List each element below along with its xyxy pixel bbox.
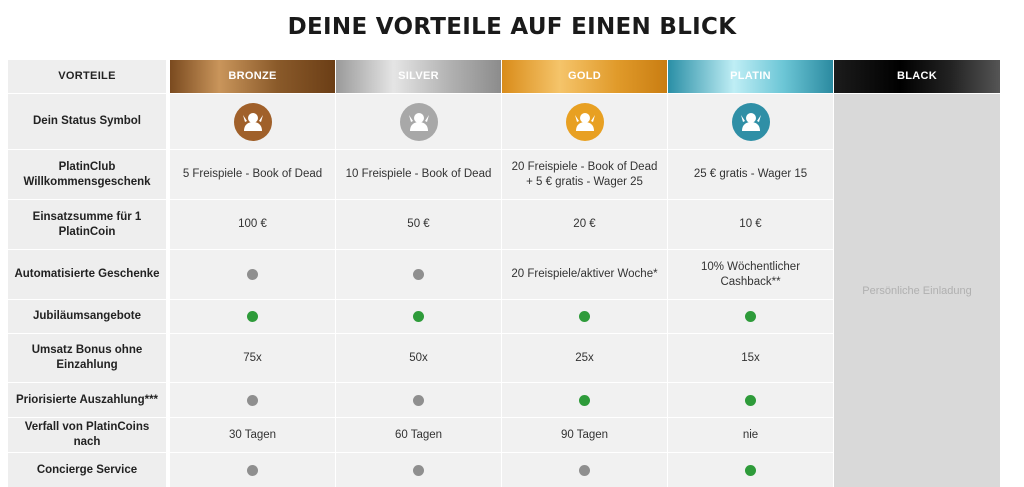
included-dot-icon <box>745 394 756 406</box>
header-vorteile: VORTEILE <box>8 60 170 93</box>
included-dot-icon <box>413 311 424 322</box>
included-dot-icon <box>579 311 590 322</box>
header-gold: GOLD <box>502 60 668 93</box>
cell-silver <box>336 383 502 417</box>
cell-silver: 50 € <box>336 200 502 249</box>
cell-value: 20 Freispiele - Book of Dead + 5 € grati… <box>511 160 658 188</box>
cell-value: 50x <box>409 351 428 364</box>
not-included-dot-icon <box>247 464 258 476</box>
cell-bronze: 75x <box>170 334 336 382</box>
black-invitation-text: Persönliche Einladung <box>862 284 972 297</box>
benefits-table: VORTEILE BRONZE SILVER GOLD PLATIN BLACK… <box>8 60 1008 487</box>
cell-platin: 25 € gratis - Wager 15 <box>668 150 834 199</box>
cell-value: 30 Tagen <box>228 428 277 441</box>
row-label: Concierge Service <box>8 453 170 487</box>
cell-platin: nie <box>668 418 834 452</box>
cell-gold <box>502 300 668 333</box>
cell-platin <box>668 94 834 149</box>
cell-value: 20 Freispiele/aktiver Woche* <box>511 268 658 280</box>
cell-gold <box>502 453 668 487</box>
cell-gold: 90 Tagen <box>502 418 668 452</box>
cell-platin <box>668 383 834 417</box>
not-included-dot-icon <box>413 464 424 476</box>
cell-platin: 15x <box>668 334 834 382</box>
row-label: Umsatz Bonus ohne Einzahlung <box>8 334 170 382</box>
cell-bronze <box>170 94 336 149</box>
cell-bronze <box>170 383 336 417</box>
not-included-dot-icon <box>413 394 424 406</box>
row-label: Einsatzsumme für 1 PlatinCoin <box>8 200 170 249</box>
cell-value: 15x <box>741 351 760 364</box>
cell-platin <box>668 453 834 487</box>
cell-bronze <box>170 453 336 487</box>
cell-platin: 10 € <box>668 200 834 249</box>
cell-value: 20 € <box>573 218 596 230</box>
cell-bronze <box>170 300 336 333</box>
cell-value: 100 € <box>238 218 267 230</box>
cell-bronze: 5 Freispiele - Book of Dead <box>170 150 336 199</box>
included-dot-icon <box>247 311 258 322</box>
cell-silver <box>336 453 502 487</box>
header-silver: SILVER <box>336 60 502 93</box>
cell-gold <box>502 94 668 149</box>
status-badge-icon <box>731 102 770 141</box>
cell-value: 50 € <box>407 218 430 230</box>
cell-value: 60 Tagen <box>394 428 443 441</box>
cell-value: 25 € gratis - Wager 15 <box>693 168 808 180</box>
cell-silver <box>336 250 502 299</box>
not-included-dot-icon <box>413 269 424 280</box>
row-label: Verfall von PlatinCoins nach <box>8 418 170 452</box>
cell-gold: 20 Freispiele - Book of Dead + 5 € grati… <box>502 150 668 199</box>
row-label: Automatisierte Geschenke <box>8 250 170 299</box>
cell-value: 5 Freispiele - Book of Dead <box>182 168 323 180</box>
status-badge-icon <box>565 102 604 141</box>
included-dot-icon <box>579 394 590 406</box>
cell-platin: 10% Wöchentlicher Cashback** <box>668 250 834 299</box>
cell-value: 10% Wöchentlicher Cashback** <box>700 260 801 288</box>
cell-value: 10 € <box>739 218 762 230</box>
header-bronze: BRONZE <box>170 60 336 93</box>
cell-silver: 10 Freispiele - Book of Dead <box>336 150 502 199</box>
cell-value: nie <box>742 428 759 441</box>
cell-gold: 20 € <box>502 200 668 249</box>
header-platin: PLATIN <box>668 60 834 93</box>
cell-bronze <box>170 250 336 299</box>
status-badge-icon <box>399 102 438 141</box>
cell-silver: 50x <box>336 334 502 382</box>
not-included-dot-icon <box>247 269 258 280</box>
included-dot-icon <box>745 311 756 322</box>
row-label: Dein Status Symbol <box>8 94 170 149</box>
not-included-dot-icon <box>247 394 258 406</box>
cell-value: 10 Freispiele - Book of Dead <box>345 168 492 180</box>
included-dot-icon <box>745 464 756 476</box>
cell-gold: 20 Freispiele/aktiver Woche* <box>502 250 668 299</box>
cell-silver: 60 Tagen <box>336 418 502 452</box>
cell-silver <box>336 300 502 333</box>
row-label: PlatinClub Willkommensgeschenk <box>8 150 170 199</box>
cell-gold: 25x <box>502 334 668 382</box>
page-title: DEINE VORTEILE AUF EINEN BLICK <box>287 14 737 40</box>
cell-silver <box>336 94 502 149</box>
cell-bronze: 100 € <box>170 200 336 249</box>
header-black: BLACK <box>834 60 1000 93</box>
cell-bronze: 30 Tagen <box>170 418 336 452</box>
status-badge-icon <box>233 102 272 141</box>
row-label: Priorisierte Auszahlung*** <box>8 383 170 417</box>
cell-value: 25x <box>575 351 594 364</box>
cell-gold <box>502 383 668 417</box>
row-label: Jubiläumsangebote <box>8 300 170 333</box>
cell-value: 75x <box>243 351 262 364</box>
not-included-dot-icon <box>579 464 590 476</box>
cell-value: 90 Tagen <box>560 428 609 441</box>
black-tier-column: Persönliche Einladung <box>834 94 1000 487</box>
cell-platin <box>668 300 834 333</box>
